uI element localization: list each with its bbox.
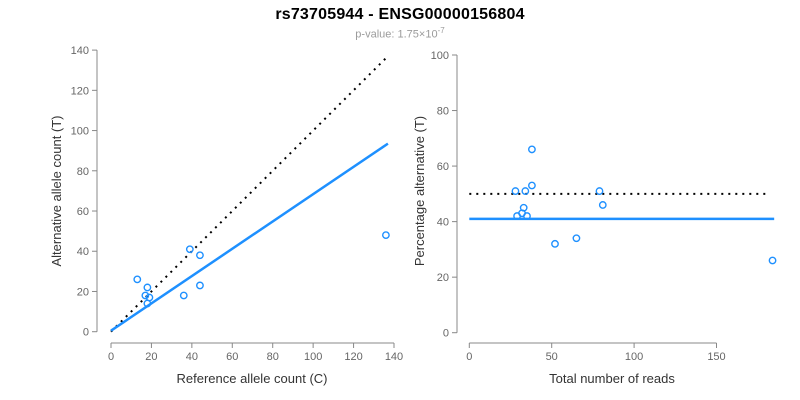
identity-line — [110, 55, 389, 333]
data-point — [598, 201, 607, 209]
x-tick-label: 100 — [304, 351, 322, 363]
y-tick-label: 40 — [77, 246, 89, 258]
y-tick-label: 40 — [437, 217, 449, 229]
data-point — [572, 234, 581, 243]
data-point — [528, 181, 536, 190]
x-axis-title: Reference allele count (C) — [176, 371, 327, 386]
y-tick-label: 20 — [437, 272, 449, 284]
data-point — [179, 291, 188, 300]
x-tick-label: 50 — [546, 351, 558, 363]
y-tick-label: 60 — [437, 161, 449, 173]
y-tick-label: 0 — [83, 327, 89, 339]
y-tick-label: 80 — [77, 166, 89, 178]
x-tick-label: 0 — [466, 351, 472, 363]
y-tick-label: 100 — [71, 126, 89, 138]
data-point — [511, 187, 520, 195]
x-tick-label: 60 — [226, 351, 238, 363]
data-point — [523, 212, 531, 220]
y-tick-label: 60 — [77, 206, 89, 218]
data-point — [528, 145, 536, 154]
regression-line — [110, 142, 389, 332]
x-tick-label: 140 — [385, 351, 403, 363]
data-point — [521, 187, 530, 195]
data-point — [133, 275, 142, 284]
data-point — [141, 291, 150, 300]
p-value-text: p-value: 1.75×10 — [355, 28, 438, 41]
y-axis-title: Percentage alternative (T) — [412, 116, 427, 266]
data-point — [196, 281, 204, 290]
data-point — [382, 231, 390, 240]
data-point — [185, 245, 194, 254]
y-tick-label: 80 — [437, 106, 449, 118]
data-point — [595, 187, 604, 195]
data-point — [143, 299, 152, 308]
data-point — [551, 239, 559, 248]
x-tick-label: 100 — [625, 351, 643, 363]
page-title: rs73705944 - ENSG00000156804 — [275, 6, 525, 23]
x-tick-label: 80 — [267, 351, 279, 363]
y-tick-label: 100 — [431, 50, 449, 62]
p-value-exponent: -7 — [437, 26, 445, 35]
data-point — [768, 256, 777, 265]
y-axis-title: Alternative allele count (T) — [49, 115, 64, 266]
y-tick-label: 120 — [71, 85, 89, 97]
x-axis-title: Total number of reads — [549, 371, 675, 386]
data-point — [196, 251, 204, 260]
y-tick-label: 140 — [71, 45, 89, 57]
y-tick-label: 20 — [77, 286, 89, 298]
x-tick-label: 20 — [145, 351, 157, 363]
data-point — [143, 283, 152, 292]
x-tick-label: 150 — [707, 351, 725, 363]
x-tick-label: 0 — [108, 351, 114, 363]
y-tick-label: 0 — [443, 328, 449, 340]
p-value-subtitle: p-value: 1.75×10-7 — [0, 26, 800, 41]
x-tick-label: 40 — [186, 351, 198, 363]
x-tick-label: 120 — [344, 351, 362, 363]
